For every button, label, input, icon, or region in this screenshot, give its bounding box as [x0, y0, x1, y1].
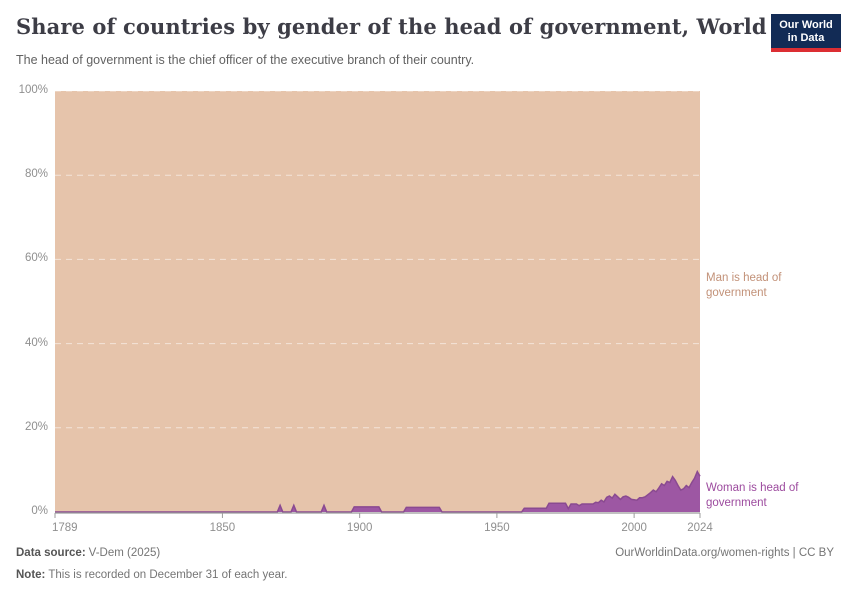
- owid-logo-box: Our World in Data: [771, 14, 841, 52]
- note-line: Note: This is recorded on December 31 of …: [16, 569, 287, 581]
- y-tick-label: 80%: [24, 168, 48, 181]
- y-tick-label: 100%: [18, 84, 48, 96]
- man-area: [55, 91, 700, 512]
- note-value: This is recorded on December 31 of each …: [48, 569, 288, 581]
- data-source-value: V-Dem (2025): [88, 547, 161, 559]
- man-series-label: Man is head of government: [706, 272, 782, 299]
- y-tick-label: 20%: [24, 420, 48, 433]
- x-tick-label: 2024: [687, 522, 713, 534]
- x-tick-label: 1850: [209, 522, 236, 534]
- data-source-line: Data source: V-Dem (2025): [16, 547, 160, 559]
- owid-logo-line1: Our World: [779, 19, 833, 31]
- x-tick-label: 1950: [484, 522, 510, 534]
- woman-area: [55, 471, 700, 512]
- x-tick-label: 1789: [52, 522, 78, 534]
- y-tick-label: 40%: [24, 336, 48, 349]
- chart-subtitle: The head of government is the chief offi…: [16, 53, 475, 67]
- x-tick-label: 1900: [346, 522, 373, 534]
- y-tick-label: 0%: [31, 505, 48, 517]
- owid-logo[interactable]: Our World in Data: [771, 14, 841, 52]
- data-source-label: Data source:: [16, 547, 86, 559]
- x-tick-label: 2000: [621, 522, 647, 534]
- chart-title: Share of countries by gender of the head…: [16, 14, 767, 39]
- credit-link[interactable]: OurWorldinData.org/women-rights | CC BY: [615, 547, 834, 559]
- y-tick-label: 60%: [24, 252, 48, 265]
- owid-logo-line2: in Data: [787, 31, 825, 44]
- woman-series-label: Woman is head of government: [706, 482, 799, 509]
- note-label: Note:: [16, 569, 46, 581]
